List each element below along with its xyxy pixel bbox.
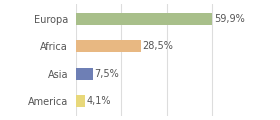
Bar [76, 68, 93, 80]
Text: 4,1%: 4,1% [87, 96, 111, 106]
Bar [76, 95, 85, 107]
Text: 7,5%: 7,5% [95, 69, 119, 79]
Bar [76, 13, 212, 25]
Text: 28,5%: 28,5% [142, 41, 173, 51]
Bar [76, 40, 141, 52]
Text: 59,9%: 59,9% [214, 14, 245, 24]
